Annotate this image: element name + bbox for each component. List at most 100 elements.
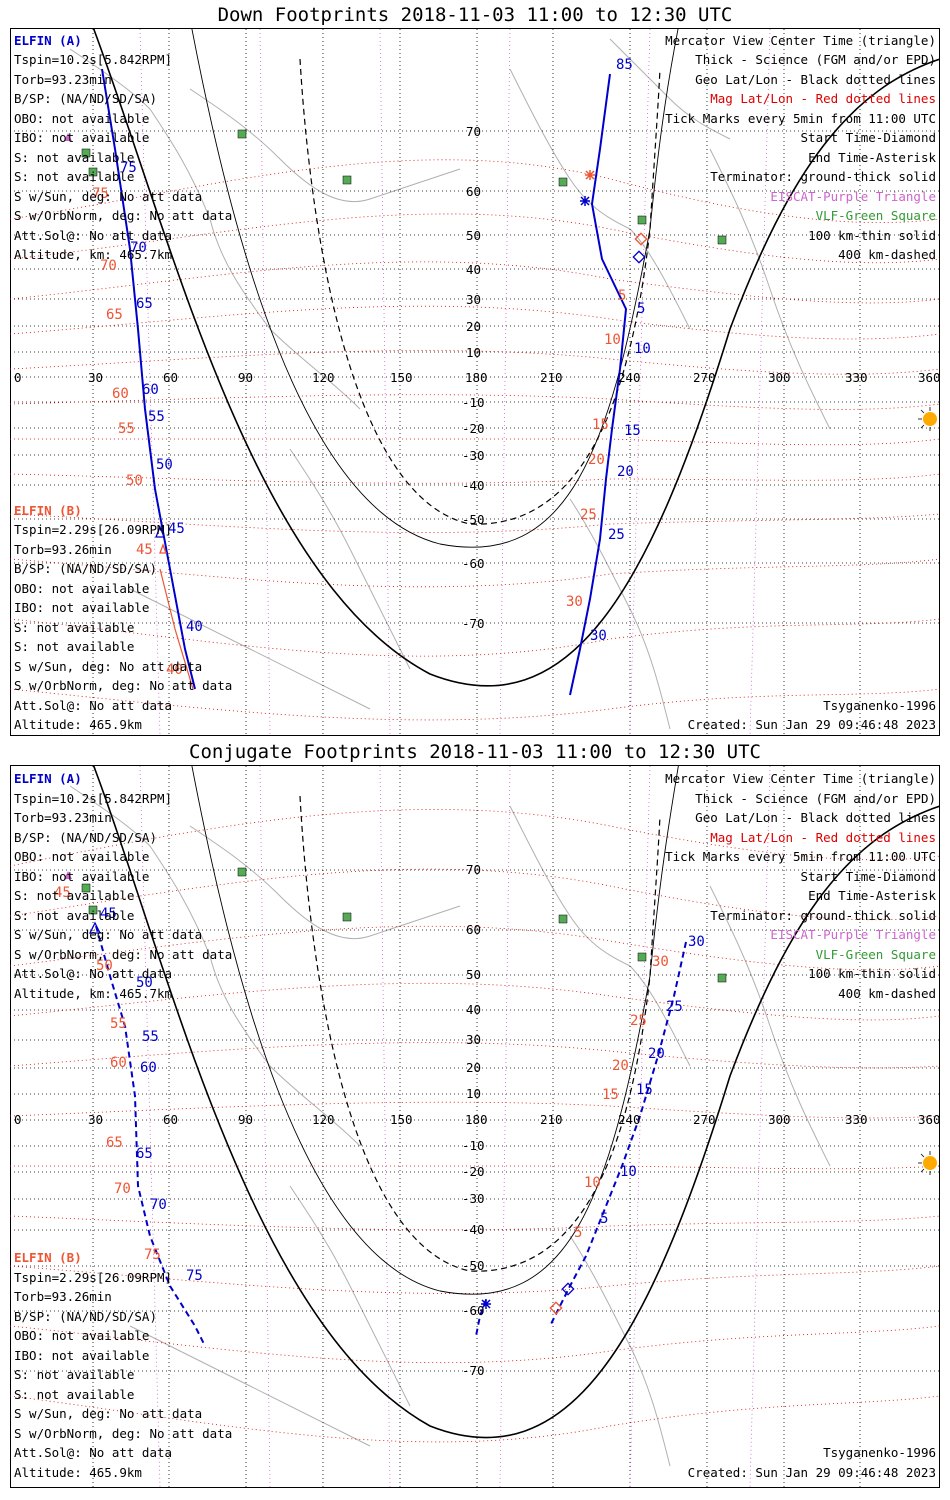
down-lon-tick: 120 [312,370,335,385]
end-asterisk-a [580,196,590,206]
down-track-label-a: 70 [130,240,147,256]
down-legend-line: Terminator: ground-thick solid [710,169,936,184]
down-elfin-a-tspin: Tspin=10.2s[5.842RPM] [14,52,173,67]
conj-elfin-b-bsp: B/SP: (NA/ND/SD/SA) [14,1309,157,1324]
conj-lon-tick: 0 [14,1112,22,1127]
conj-right-label-b: 15 [602,1087,619,1103]
conj-lon-tick: 330 [845,1112,868,1127]
down-track-label-a: 75 [120,160,137,176]
conj-elfin-a-sorb: S w/OrbNorm, deg: No att data [14,947,233,962]
conj-lat-tick: -60 [462,1303,485,1318]
conj-lat-tick: -50 [462,1258,485,1273]
down-lon-tick: 360 [918,370,941,385]
start-diamond-b [549,1301,563,1315]
down-elfin-a-torb: Torb=93.23min [14,72,112,87]
conj-lat-tick: -30 [462,1191,485,1206]
down-elfin-a-obo: OBO: not available [14,111,150,126]
conj-lat-tick: 40 [466,1002,482,1017]
conj-right-label-a: 5 [600,1211,609,1227]
down-elfin-b-ssun: S w/Sun, deg: No att data [14,659,203,674]
conj-track-label-b: 60 [110,1055,127,1071]
conj-lat-tick: -10 [462,1138,485,1153]
conj-elfin-b-obo: OBO: not available [14,1328,150,1343]
conj-elfin-b-attsol: Att.Sol@: No att data [14,1445,173,1460]
down-track-label-a: 45 [168,521,185,537]
sun-icon [918,1151,937,1175]
conj-legend-line: Thick - Science (FGM and/or EPD) [695,791,936,806]
conj-elfin-a-name: ELFIN (A) [14,771,82,786]
mag-grid [10,159,940,721]
down-lon-tick: 60 [163,370,179,385]
geo-grid [10,29,940,735]
down-lat-tick: -20 [462,421,485,436]
down-legend-line: Mercator View Center Time (triangle) [665,33,936,48]
eiscat-triangle [64,133,72,141]
conj-legend-line: Tick Marks every 5min from 11:00 UTC [665,849,936,864]
down-elfin-a-s1: S: not available [14,150,135,165]
conj-track-label-b: 45 [54,885,71,901]
down-legend-line: End Time-Asterisk [808,150,936,165]
conj-lon-tick: 270 [693,1112,716,1127]
center-triangle-a [155,525,165,538]
down-track-label-a: 65 [136,296,153,312]
down-legend-line: Thick - Science (FGM and/or EPD) [695,52,936,67]
conj-lon-tick: 180 [465,1112,488,1127]
conj-elfin-a-attsol: Att.Sol@: No att data [14,966,173,981]
elfin-a-track-left [101,68,196,690]
conj-elfin-b-name: ELFIN (B) [14,1250,82,1265]
down-lat-tick: -10 [462,395,485,410]
down-elfin-b-attsol: Att.Sol@: No att data [14,698,173,713]
coastline-outlines [69,38,831,730]
terminator-ground [92,766,940,1439]
conj-lat-tick: 50 [466,967,482,982]
down-lon-tick: 90 [238,370,254,385]
down-track-label-a: 55 [148,409,165,425]
down-elfin-a-s2: S: not available [14,169,135,184]
down-lon-tick: 30 [88,370,104,385]
conjugate-footprint-map [10,766,940,1487]
conj-elfin-b-torb: Torb=93.26min [14,1289,112,1304]
down-right-label-a: 30 [590,628,607,644]
down-legend-line: EISCAT-Purple Triangle [770,189,936,204]
down-lat-tick: -50 [462,512,485,527]
down-elfin-a-sorb: S w/OrbNorm, deg: No att data [14,208,233,223]
down-lon-tick: 210 [540,370,563,385]
conj-panel-frame [10,765,940,1488]
conj-elfin-a-ibo: IBO: not available [14,869,150,884]
down-elfin-a-bsp: B/SP: (NA/ND/SD/SA) [14,91,157,106]
conj-elfin-b-s2: S: not available [14,1387,135,1402]
down-right-label-a: 15 [624,423,641,439]
down-lat-tick: 70 [466,124,482,139]
down-lon-tick: 180 [465,370,488,385]
conj-track-label-a: 70 [150,1197,167,1213]
down-model: Tsyganenko-1996 [823,698,936,713]
down-track-label-b: 45 [136,542,153,558]
down-lat-tick: -60 [462,556,485,571]
conj-created: Created: Sun Jan 29 09:46:48 2023 [687,1465,936,1480]
conj-right-label-b: 20 [612,1058,629,1074]
down-right-label-a: 5 [637,301,646,317]
down-elfin-a-altitude: Altitude, km: 465.7km [14,247,173,262]
down-elfin-a-ibo: IBO: not available [14,130,150,145]
conj-right-label-b: 10 [584,1175,601,1191]
conj-right-label-b: 25 [630,1013,647,1029]
conj-lon-tick: 210 [540,1112,563,1127]
down-lon-tick: 150 [390,370,413,385]
elfin-b-track-left [159,568,194,690]
conj-right-label-b: 5 [574,1225,583,1241]
down-right-label-b: 5 [618,288,627,304]
conj-track-label-a: 60 [140,1060,157,1076]
down-lon-tick: 270 [693,370,716,385]
geo-grid [10,766,940,1487]
down-legend-line: Tick Marks every 5min from 11:00 UTC [665,111,936,126]
conj-elfin-a-ssun: S w/Sun, deg: No att data [14,927,203,942]
conj-legend-line: Mercator View Center Time (triangle) [665,771,936,786]
start-diamond-a [561,1282,575,1296]
down-lon-tick: 240 [618,370,641,385]
conj-legend-line: VLF-Green Square [815,947,936,962]
elfin-a-conj-track-right [549,941,687,1327]
conj-right-label-a: 20 [648,1046,665,1062]
down-lon-tick: 300 [768,370,791,385]
down-elfin-a-attsol: Att.Sol@: No att data [14,228,173,243]
down-right-label-b: 25 [580,507,597,523]
